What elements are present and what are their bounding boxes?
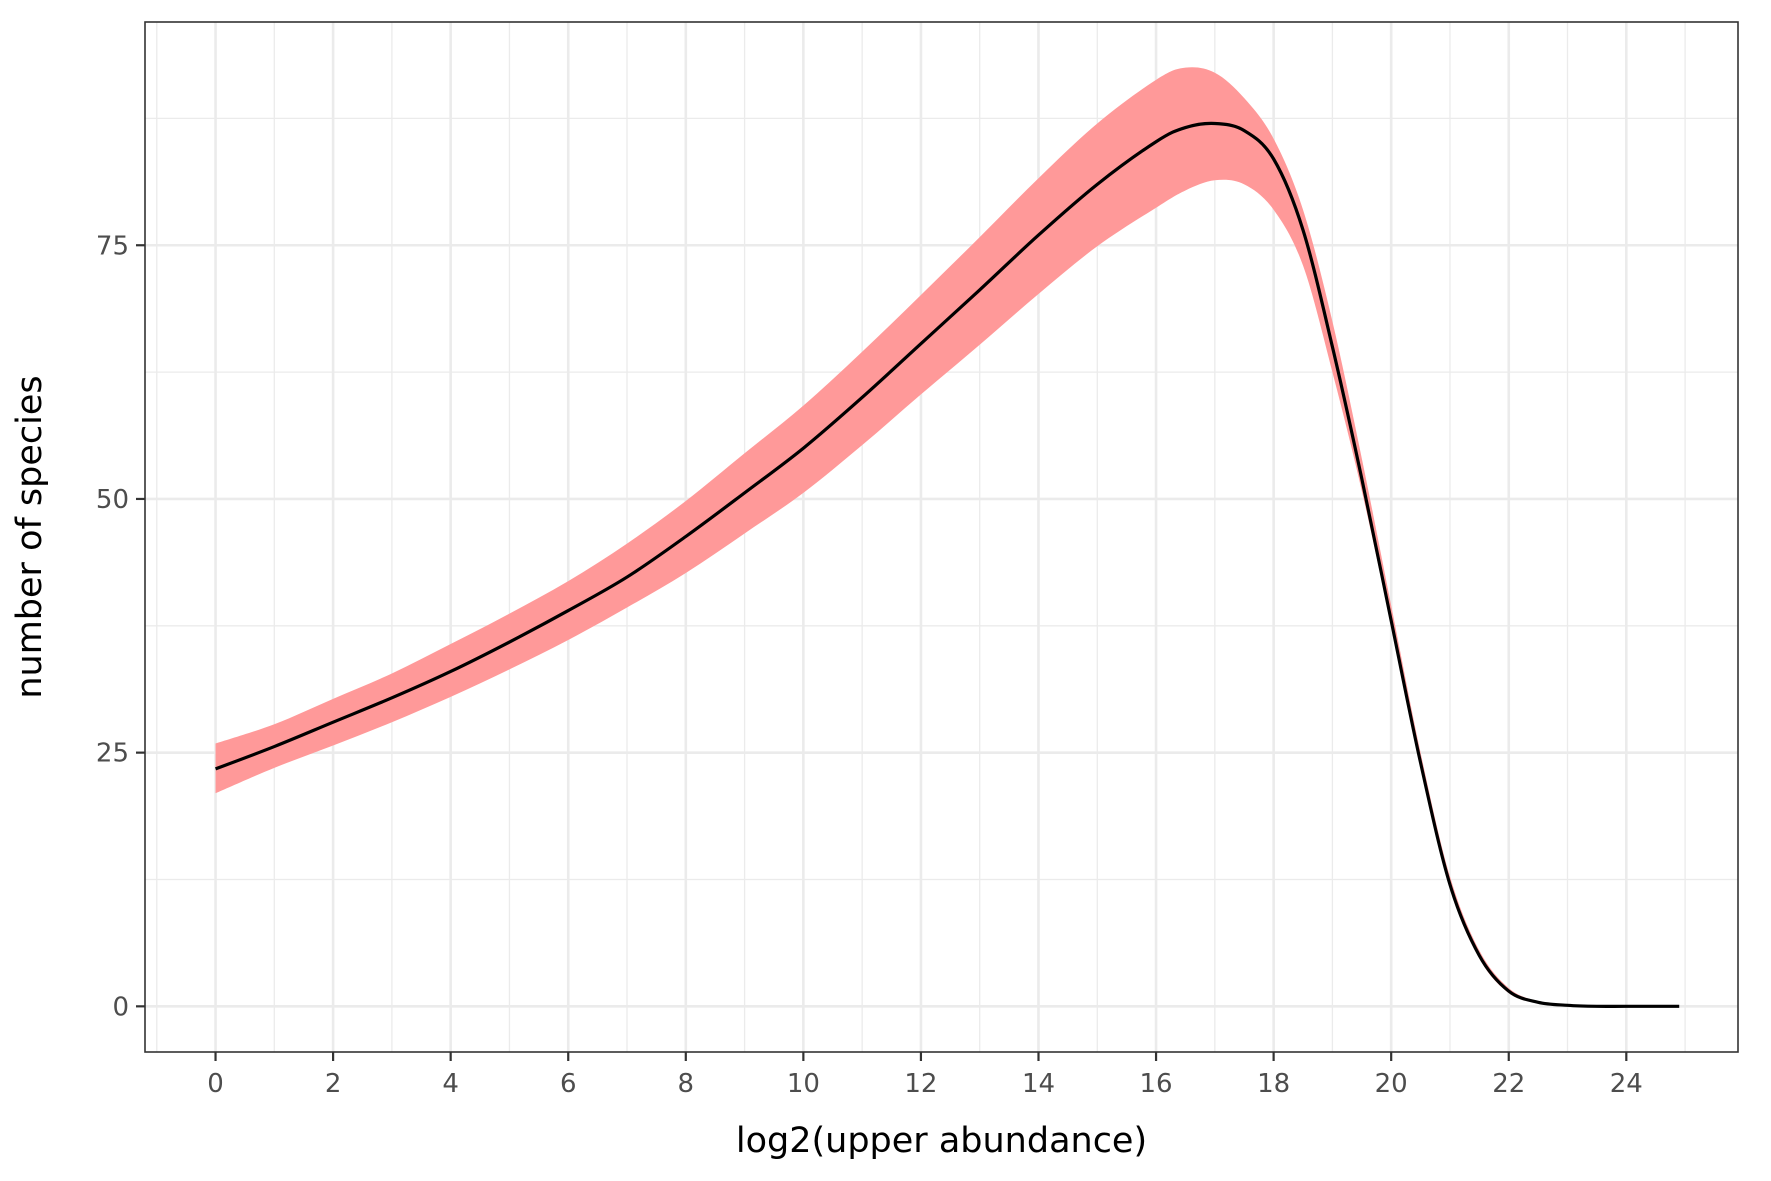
x-axis-title: log2(upper abundance) [736,1121,1147,1161]
x-tick-label: 22 [1492,1069,1525,1099]
y-tick-label: 25 [96,739,129,769]
x-tick-label: 12 [904,1069,937,1099]
x-tick-label: 6 [560,1069,577,1099]
series-line [214,121,1680,1009]
x-tick-label: 24 [1610,1069,1643,1099]
x-tick-label: 18 [1257,1069,1290,1099]
x-tick-label: 8 [678,1069,695,1099]
y-axis-title: number of species [10,375,50,698]
panel-border [144,21,1739,1053]
x-tick-label: 4 [442,1069,459,1099]
x-tick-label: 10 [787,1069,820,1099]
y-axis: 0 25 50 75 [96,231,145,1022]
y-tick-label: 75 [96,231,129,261]
x-tick-label: 14 [1022,1069,1055,1099]
y-tick-label: 0 [112,992,129,1022]
y-tick-label: 50 [96,485,129,515]
series-layer [214,67,1680,1009]
x-axis: 0 2 4 6 8 10 12 14 16 18 20 22 24 [207,1052,1643,1099]
x-tick-label: 2 [325,1069,342,1099]
x-tick-label: 0 [207,1069,224,1099]
x-tick-label: 20 [1375,1069,1408,1099]
x-tick-label: 16 [1140,1069,1173,1099]
